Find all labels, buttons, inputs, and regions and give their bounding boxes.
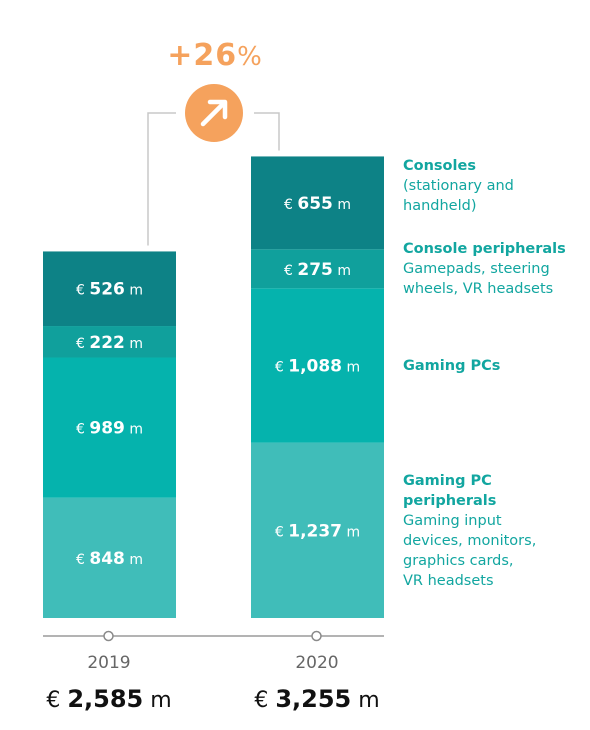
bar-gaming-pc-peripherals-2020 — [251, 442, 384, 618]
connector-right — [254, 112, 280, 151]
total-2019: € 2,585 m — [9, 685, 209, 713]
bar-console-peripherals-2020 — [251, 249, 384, 289]
growth-value: +26 — [167, 38, 238, 73]
bar-gaming-pcs-2019 — [43, 357, 176, 498]
growth-arrow-badge — [185, 84, 243, 142]
legend-gaming-pc-peripherals-title: Gaming PC peripherals — [403, 473, 497, 509]
total-unit: m — [150, 688, 172, 713]
bar-consoles-2020 — [251, 156, 384, 250]
total-currency: € — [46, 688, 61, 713]
legend-consoles-title: Consoles — [403, 158, 476, 174]
growth-label: +26% — [160, 38, 270, 73]
growth-connector — [147, 112, 280, 246]
legend-gaming-pcs-title: Gaming PCs — [403, 358, 501, 374]
legend-consoles-desc: (stationary and handheld) — [403, 178, 514, 214]
legend-console-peripherals-title: Console peripherals — [403, 241, 566, 257]
connector-left — [147, 112, 176, 246]
bar-consoles-2019 — [43, 251, 176, 327]
bar-gaming-pcs-2020 — [251, 288, 384, 443]
year-label-2019: 2019 — [87, 653, 131, 673]
data-label-gaming-pc-peripherals-2019: € 848 m — [76, 549, 143, 569]
year-label-2020: 2020 — [295, 653, 339, 673]
legend-console-peripherals-desc: Gamepads, steering wheels, VR headsets — [403, 261, 554, 297]
bars-group: € 848 m € 989 m € 222 m € 526 m € 1,237 m € 1… — [43, 156, 384, 618]
axis-marker-2019 — [103, 630, 114, 642]
data-label-console-peripherals-2020: € 275 m — [284, 260, 351, 280]
data-label-gaming-pcs-2019: € 989 m — [76, 419, 143, 439]
x-axis — [43, 630, 384, 642]
data-label-console-peripherals-2019: € 222 m — [76, 333, 143, 353]
total-currency: € — [254, 688, 269, 713]
data-label-gaming-pc-peripherals-2020: € 1,237 m — [275, 521, 360, 541]
total-unit: m — [358, 688, 380, 713]
total-value: 2,585 — [67, 685, 144, 713]
bar-gaming-pc-peripherals-2019 — [43, 497, 176, 618]
legend-console-peripherals: Console peripherals Gamepads, steering w… — [403, 239, 588, 299]
bar-console-peripherals-2019 — [43, 326, 176, 358]
total-2020: € 3,255 m — [217, 685, 417, 713]
legend-gaming-pc-peripherals: Gaming PC peripherals Gaming input devic… — [403, 471, 588, 591]
axis-marker-2020 — [311, 630, 322, 642]
data-label-gaming-pcs-2020: € 1,088 m — [275, 356, 360, 376]
data-label-consoles-2020: € 655 m — [284, 194, 351, 214]
growth-unit: % — [237, 42, 263, 72]
legend-gaming-pc-peripherals-desc: Gaming input devices, monitors, graphics… — [403, 513, 537, 589]
legend-consoles: Consoles (stationary and handheld) — [403, 156, 588, 216]
arrow-up-right-icon — [200, 99, 228, 127]
data-label-consoles-2019: € 526 m — [76, 280, 143, 300]
total-value: 3,255 — [275, 685, 352, 713]
legend-gaming-pcs: Gaming PCs — [403, 356, 588, 376]
